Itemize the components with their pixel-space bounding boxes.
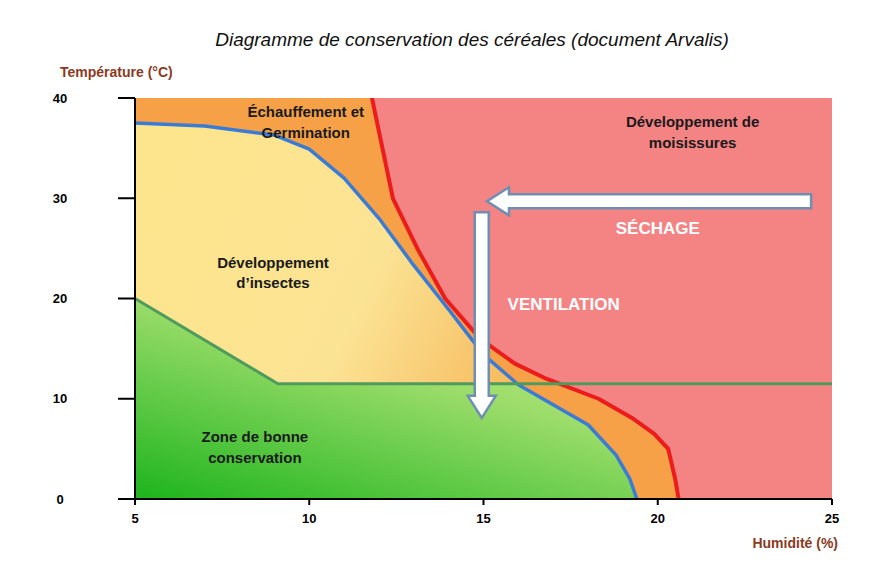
x-tick (308, 499, 310, 505)
axes: 0 10 20 30 40 5 10 15 20 25 (53, 91, 839, 527)
x-tick-label: 15 (476, 511, 490, 526)
x-tick-label: 10 (302, 511, 316, 526)
region-label: Zone de bonne conservation (202, 428, 309, 465)
chart: Échauffement et Germination Développement … (0, 0, 873, 564)
x-axis-line (118, 498, 832, 500)
y-tick (118, 398, 135, 400)
text-line: moisissures (649, 134, 737, 151)
region-label: Développement de moisissures (626, 113, 759, 150)
background (0, 0, 873, 564)
x-tick (831, 499, 833, 505)
text-line: Développement (217, 254, 329, 271)
x-tick-label: 5 (131, 511, 138, 526)
y-tick-label: 20 (53, 291, 67, 306)
x-tick (483, 499, 485, 505)
text-line: VENTILATION (508, 295, 620, 314)
text-line: SÉCHAGE (616, 219, 700, 238)
text-line: Germination (262, 124, 350, 141)
text-line: Échauffement et (247, 103, 364, 120)
y-tick-label: 10 (53, 391, 67, 406)
y-tick-label: 0 (56, 492, 63, 507)
region-mold (135, 98, 832, 499)
y-tick (118, 298, 135, 300)
x-tick-label: 20 (651, 511, 665, 526)
region-label: Échauffement et Germination (247, 103, 364, 140)
arrow-label: SÉCHAGE (616, 219, 700, 238)
arrow (468, 212, 496, 418)
boundary-line (135, 123, 637, 499)
annotations (468, 187, 811, 418)
y-tick (118, 197, 135, 199)
x-tick (134, 499, 136, 505)
arrow-label: VENTILATION (508, 295, 620, 314)
arrow (487, 187, 811, 215)
text-line: Développement de (626, 113, 759, 130)
x-tick (657, 499, 659, 505)
x-tick-label: 25 (825, 511, 839, 526)
y-tick (118, 97, 135, 99)
y-axis-title: Température (°C) (60, 64, 173, 80)
text-line: conservation (208, 449, 301, 466)
text-line: Zone de bonne (202, 428, 309, 445)
boundary-line (372, 98, 679, 499)
text-line: d’insectes (236, 274, 309, 291)
y-tick (118, 498, 135, 500)
y-tick-label: 40 (53, 91, 67, 106)
plot-area (135, 98, 832, 499)
title: Diagramme de conservation des céréales (… (215, 29, 729, 50)
x-axis-title: Humidité (%) (752, 535, 838, 551)
y-tick-label: 30 (53, 191, 67, 206)
region-label: Développement d’insectes (217, 254, 329, 291)
